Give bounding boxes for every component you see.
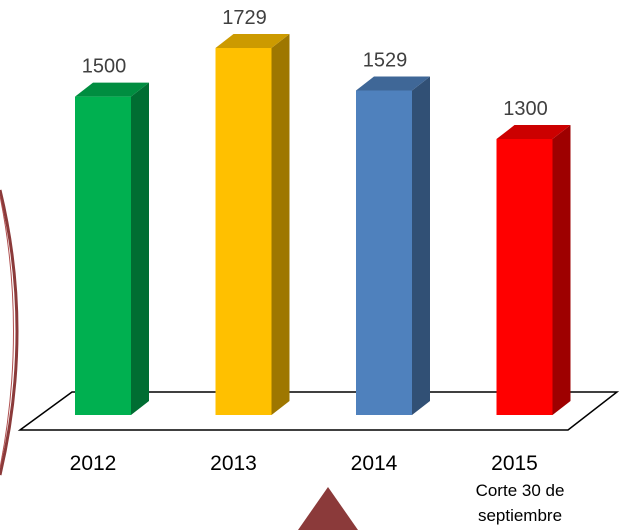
bar-front <box>75 96 131 416</box>
bar-front <box>215 48 272 415</box>
value-label: 1529 <box>363 49 408 71</box>
x-tick-label: 2012 <box>70 452 117 475</box>
x-tick-label: 2014 <box>351 452 398 475</box>
bar <box>75 82 149 416</box>
bar-front <box>496 139 553 415</box>
value-label: 1729 <box>222 7 267 29</box>
bar-front <box>356 90 412 416</box>
bar <box>215 34 290 415</box>
bar <box>356 76 430 416</box>
x-tick-label: 2013 <box>210 452 257 475</box>
bar <box>496 125 571 415</box>
decor-arc <box>0 189 19 476</box>
decor-triangle <box>298 487 358 530</box>
value-label: 1500 <box>82 56 127 78</box>
annotation: Corte 30 de septiembre <box>475 481 565 525</box>
decor-arc-inner <box>0 195 14 469</box>
bar-top <box>215 34 290 48</box>
bar-side <box>271 34 290 415</box>
bar-side <box>412 76 430 416</box>
floor <box>17 391 619 431</box>
bar-side <box>552 125 571 415</box>
value-label: 1300 <box>503 98 548 120</box>
bar-side <box>131 82 149 416</box>
x-tick-label: 2015 <box>491 452 538 475</box>
bar-top <box>496 125 571 140</box>
bar-top <box>356 76 430 91</box>
bar-top <box>75 82 149 97</box>
